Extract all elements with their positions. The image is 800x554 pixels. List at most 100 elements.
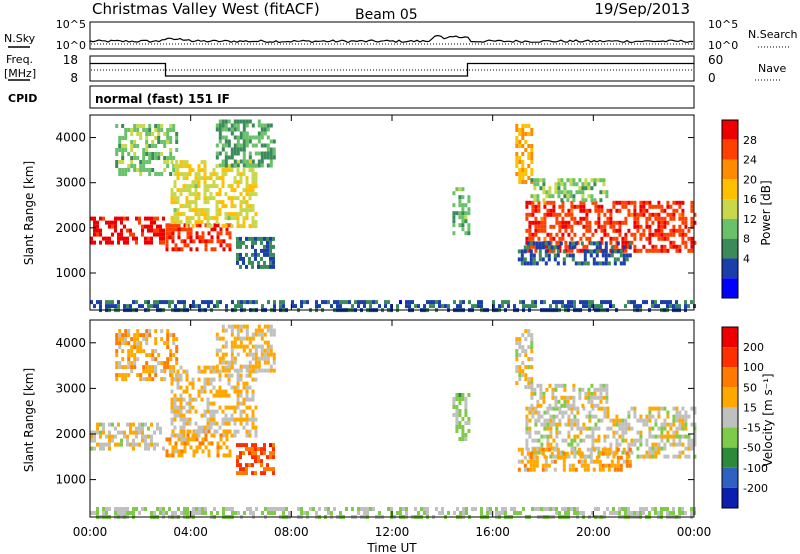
range-gate-cell <box>633 208 637 213</box>
range-gate-cell <box>678 216 682 221</box>
range-gate-cell <box>588 434 592 439</box>
range-gate-cell <box>642 422 646 427</box>
range-gate-cell <box>99 216 102 221</box>
range-gate-cell <box>461 195 465 200</box>
range-gate-cell <box>666 454 670 459</box>
range-gate-cell <box>464 397 468 401</box>
range-gate-cell <box>179 172 183 177</box>
range-gate-cell <box>124 329 128 334</box>
range-gate-cell <box>519 511 522 515</box>
range-gate-cell <box>254 224 258 229</box>
range-gate-cell <box>587 194 591 199</box>
range-gate-cell <box>515 172 519 176</box>
range-gate-cell <box>166 128 170 132</box>
range-gate-cell <box>218 389 222 394</box>
range-gate-cell <box>607 253 611 258</box>
range-gate-cell <box>182 413 186 418</box>
range-gate-cell <box>248 256 251 261</box>
range-gate-cell <box>579 208 583 213</box>
range-gate-cell <box>540 300 543 305</box>
range-gate-cell <box>628 463 632 468</box>
range-gate-cell <box>555 434 559 439</box>
range-gate-cell <box>96 442 99 447</box>
range-gate-cell <box>200 160 204 165</box>
range-gate-cell <box>604 245 608 250</box>
range-gate-cell <box>550 245 554 250</box>
range-gate-cell <box>117 507 120 511</box>
range-gate-cell <box>558 406 562 411</box>
range-gate-cell <box>145 136 149 140</box>
range-gate-cell <box>179 212 183 217</box>
range-gate-cell <box>165 239 169 244</box>
range-gate-cell <box>577 447 581 452</box>
range-gate-cell <box>523 257 527 262</box>
range-gate-cell <box>566 194 570 199</box>
range-gate-cell <box>117 511 120 515</box>
range-gate-cell <box>233 188 237 193</box>
range-gate-cell <box>218 348 222 353</box>
range-gate-cell <box>176 168 180 173</box>
range-gate-cell <box>219 445 223 450</box>
range-gate-cell <box>546 248 550 253</box>
range-gate-cell <box>257 360 261 365</box>
range-gate-cell <box>651 304 654 309</box>
range-gate-cell <box>530 337 534 342</box>
range-gate-cell <box>552 414 556 419</box>
range-gate-cell <box>168 235 172 240</box>
range-gate-cell <box>566 399 570 404</box>
chart-title: Christmas Valley West (fitACF) <box>92 0 320 18</box>
range-gate-cell <box>118 373 122 378</box>
range-gate-cell <box>145 333 149 338</box>
range-gate-cell <box>550 249 554 254</box>
range-gate-cell <box>458 223 462 228</box>
range-gate-cell <box>239 409 243 414</box>
range-gate-cell <box>194 200 198 205</box>
range-gate-cell <box>171 453 175 458</box>
range-gate-cell <box>333 507 336 511</box>
range-gate-cell <box>590 186 594 191</box>
range-gate-cell <box>339 300 342 305</box>
range-gate-cell <box>272 236 275 241</box>
range-gate-cell <box>260 240 263 245</box>
range-gate-cell <box>363 511 366 515</box>
range-gate-cell <box>527 124 531 128</box>
range-gate-cell <box>175 148 179 152</box>
range-gate-cell <box>132 507 135 511</box>
range-gate-cell <box>582 224 586 229</box>
range-gate-cell <box>453 300 456 305</box>
colorbar-tick-label: -50 <box>743 442 761 455</box>
range-gate-cell <box>172 156 176 160</box>
range-gate-cell <box>108 300 111 305</box>
range-gate-cell <box>209 381 213 386</box>
range-gate-cell <box>282 304 285 309</box>
range-gate-cell <box>230 356 234 361</box>
range-gate-cell <box>236 143 240 148</box>
range-gate-cell <box>212 413 216 418</box>
range-gate-cell <box>139 377 143 382</box>
range-gate-cell <box>248 397 252 402</box>
range-gate-cell <box>558 236 562 241</box>
range-gate-cell <box>245 135 249 140</box>
range-gate-cell <box>621 418 625 423</box>
range-gate-cell <box>537 410 541 415</box>
range-gate-cell <box>601 467 605 472</box>
range-gate-cell <box>528 410 532 415</box>
range-gate-cell <box>224 123 228 128</box>
range-gate-cell <box>197 184 201 189</box>
range-gate-cell <box>203 160 207 165</box>
range-gate-cell <box>690 507 693 511</box>
range-gate-cell <box>182 433 186 438</box>
range-gate-cell <box>176 208 180 213</box>
range-gate-cell <box>245 364 249 369</box>
freq-label-line1: Freq. <box>6 53 33 66</box>
range-gate-cell <box>569 190 573 195</box>
range-gate-cell <box>521 345 525 350</box>
range-gate-cell <box>531 212 535 217</box>
range-gate-cell <box>90 300 93 305</box>
range-gate-cell <box>570 438 574 443</box>
range-gate-cell <box>593 182 597 187</box>
range-gate-cell <box>173 180 177 185</box>
range-gate-cell <box>182 425 186 430</box>
range-gate-cell <box>239 389 243 394</box>
range-gate-cell <box>179 405 183 410</box>
